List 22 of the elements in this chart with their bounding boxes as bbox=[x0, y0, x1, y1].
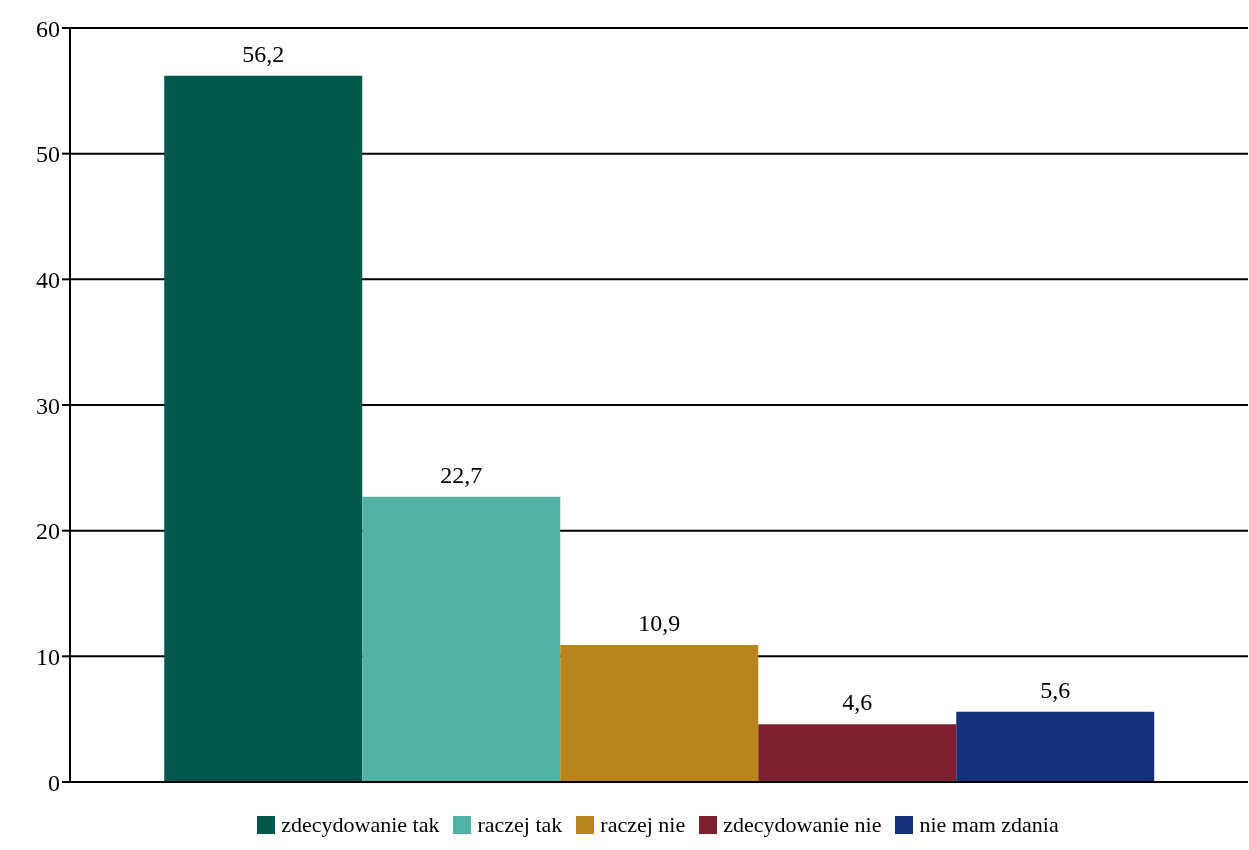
legend-label: nie mam zdania bbox=[919, 812, 1059, 838]
data-label: 22,7 bbox=[440, 461, 483, 488]
data-label: 56,2 bbox=[242, 40, 285, 67]
y-tick-label: 10 bbox=[36, 643, 60, 670]
y-tick-label: 40 bbox=[36, 266, 60, 293]
y-tick-label: 50 bbox=[36, 141, 60, 168]
legend-label: zdecydowanie tak bbox=[281, 812, 440, 838]
data-label: 5,6 bbox=[1040, 676, 1071, 703]
bar bbox=[362, 496, 561, 782]
legend-label: raczej nie bbox=[600, 812, 686, 838]
legend-label: raczej tak bbox=[477, 812, 563, 838]
legend-label: zdecydowanie nie bbox=[723, 812, 882, 838]
data-label: 10,9 bbox=[638, 610, 681, 637]
y-tick-label: 30 bbox=[36, 392, 60, 419]
bar bbox=[560, 645, 759, 782]
y-tick-label: 60 bbox=[36, 15, 60, 42]
bar bbox=[956, 711, 1155, 782]
y-tick-label: 0 bbox=[48, 769, 60, 796]
y-tick-label: 20 bbox=[36, 518, 60, 545]
data-label: 4,6 bbox=[842, 689, 873, 716]
bar bbox=[758, 724, 957, 782]
bar bbox=[164, 75, 363, 782]
